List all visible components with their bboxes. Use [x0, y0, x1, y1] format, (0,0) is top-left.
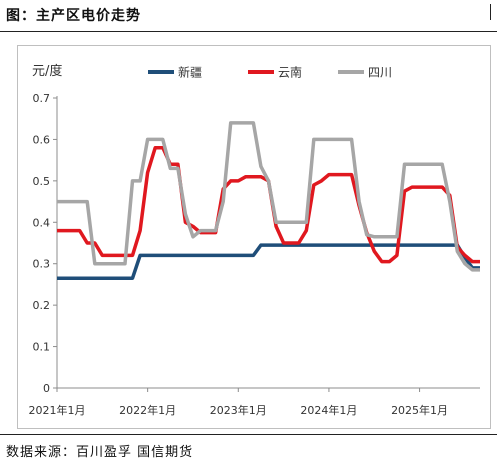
- y-tick-label: 0.6: [33, 133, 51, 146]
- legend-label-2: 四川: [368, 66, 392, 80]
- y-tick-label: 0.2: [33, 299, 51, 312]
- bottom-rule: [0, 434, 497, 435]
- x-tick-label: 2021年1月: [29, 403, 86, 417]
- figure-title: 图：主产区电价走势: [6, 8, 141, 24]
- y-tick-label: 0.5: [33, 175, 51, 188]
- legend-label-0: 新疆: [178, 65, 202, 80]
- x-tick-label: 2025年1月: [391, 403, 448, 417]
- chart-frame: [17, 45, 491, 429]
- data-source: 数据来源：百川盈孚 国信期货: [6, 445, 194, 460]
- y-tick-label: 0.4: [33, 216, 51, 229]
- y-tick-label: 0.3: [33, 258, 51, 271]
- legend-label-1: 云南: [278, 65, 302, 80]
- y-tick-label: 0: [43, 382, 50, 395]
- x-tick-label: 2024年1月: [300, 403, 357, 417]
- y-tick-label: 0.1: [33, 341, 51, 354]
- corner-mark: [490, 4, 491, 20]
- y-tick-label: 0.7: [33, 92, 51, 105]
- x-tick-label: 2022年1月: [119, 403, 176, 417]
- series-line-2: [57, 121, 480, 272]
- series-line-0: [57, 243, 480, 280]
- top-rule: [0, 31, 497, 32]
- x-tick-label: 2023年1月: [210, 403, 267, 417]
- y-axis-label: 元/度: [32, 63, 62, 79]
